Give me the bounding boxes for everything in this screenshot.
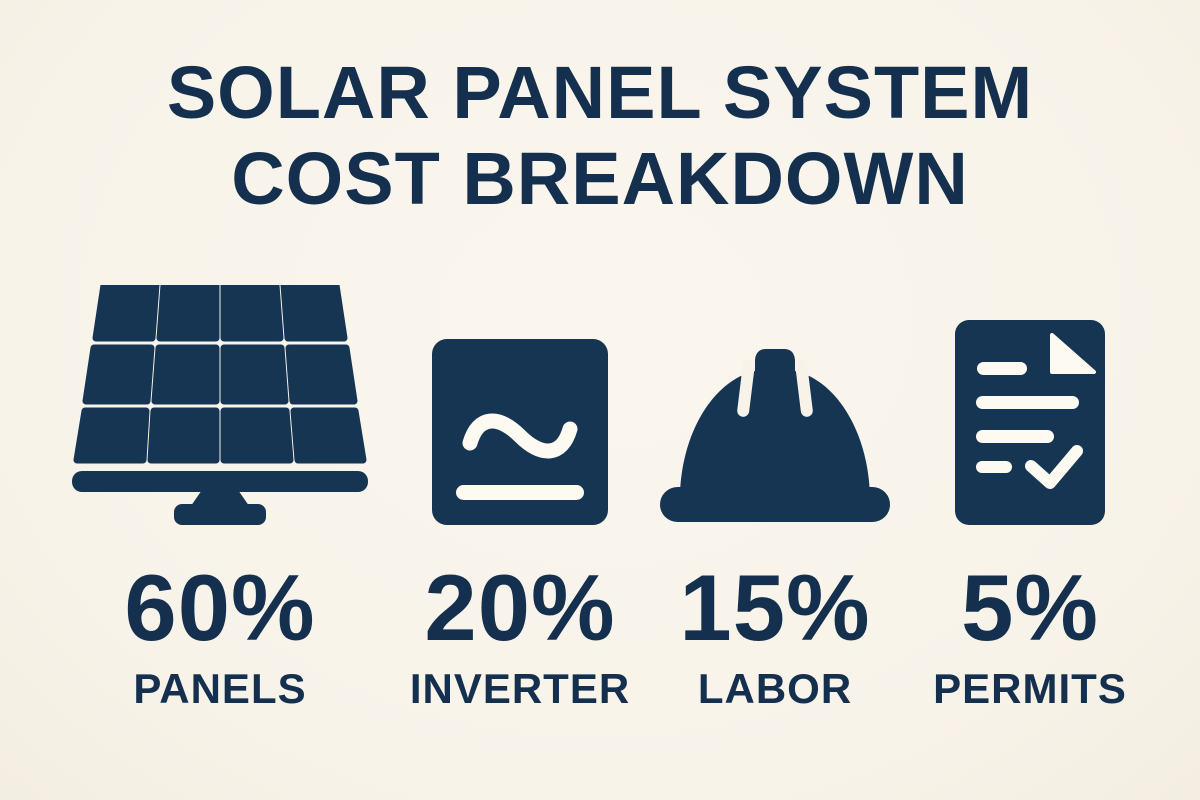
- percent-value: 60%: [124, 555, 316, 660]
- title-line-2: COST BREAKDOWN: [231, 137, 969, 220]
- title-line-1: SOLAR PANEL SYSTEM: [166, 51, 1034, 134]
- cost-item-labor: 15% LABOR: [660, 280, 890, 710]
- solar-panel-icon: [70, 280, 370, 525]
- cost-item-permits: 5% PERMITS: [920, 280, 1140, 710]
- document-check-icon: [955, 280, 1105, 525]
- page-title: SOLAR PANEL SYSTEM COST BREAKDOWN: [0, 0, 1200, 222]
- cost-breakdown-columns: 60% PANELS 20% INVERTER: [0, 280, 1200, 710]
- percent-value: 20%: [424, 555, 616, 660]
- item-label: PERMITS: [933, 665, 1127, 712]
- cost-item-panels: 60% PANELS: [60, 280, 380, 710]
- percent-value: 15%: [679, 555, 871, 660]
- item-label: LABOR: [697, 665, 853, 712]
- cost-item-inverter: 20% INVERTER: [410, 280, 630, 710]
- percent-value: 5%: [961, 555, 1099, 660]
- item-label: INVERTER: [409, 665, 631, 712]
- hard-hat-icon: [660, 280, 890, 525]
- item-label: PANELS: [133, 665, 307, 712]
- inverter-icon: [432, 280, 608, 525]
